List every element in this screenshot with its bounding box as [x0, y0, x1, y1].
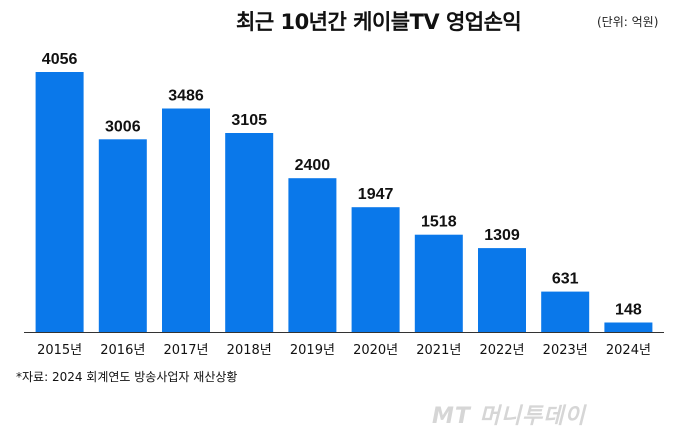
x-tick-label: 2020년	[353, 343, 398, 358]
bar-2024년	[604, 322, 653, 332]
bar-2016년	[98, 139, 147, 332]
x-tick-label: 2019년	[290, 343, 335, 358]
bar-2021년	[414, 234, 463, 332]
x-tick-label: 2015년	[37, 343, 82, 358]
x-tick-label: 2023년	[543, 343, 588, 358]
x-tick-label: 2022년	[479, 343, 524, 358]
value-label: 4056	[42, 51, 78, 68]
x-tick-labels: 2015년 2016년 2017년 2018년 2019년 2020년 2021년 2022년…	[37, 343, 651, 358]
x-tick-label: 2024년	[606, 343, 651, 358]
value-label: 631	[552, 271, 579, 288]
x-tick-label: 2021년	[416, 343, 461, 358]
value-label: 3006	[105, 118, 141, 135]
bar-2018년	[225, 133, 274, 332]
bar-2020년	[351, 207, 400, 332]
value-label: 3105	[231, 112, 267, 129]
bar-2019년	[288, 178, 337, 332]
bar-2022년	[478, 248, 526, 332]
value-labels: 4056 3006 3486 3105 2400 1947 1518 1309 631 148	[42, 51, 642, 319]
bar-2017년	[162, 108, 210, 332]
value-label: 1947	[358, 186, 394, 203]
x-tick-label: 2016년	[100, 343, 145, 358]
chart-unit: (단위: 억원)	[597, 15, 659, 29]
value-label: 1309	[484, 227, 520, 244]
chart-title: 최근 10년간 케이블TV 영업손익	[236, 10, 522, 34]
value-label: 1518	[421, 214, 457, 231]
value-label: 3486	[168, 88, 204, 105]
bars-group	[35, 72, 653, 332]
bar-2023년	[541, 291, 590, 332]
value-label: 2400	[295, 157, 331, 174]
source-note: *자료: 2024 회계연도 방송사업자 재산상황	[16, 370, 238, 384]
x-tick-label: 2018년	[227, 343, 272, 358]
bar-2015년	[35, 72, 84, 332]
watermark-logo: MT 머니투데이	[432, 404, 586, 429]
x-tick-label: 2017년	[163, 343, 208, 358]
value-label: 148	[615, 302, 642, 319]
